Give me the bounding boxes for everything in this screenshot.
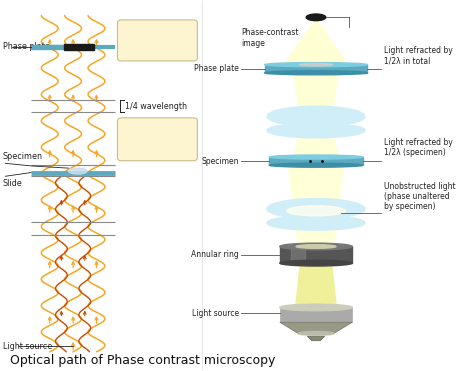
- Text: Slide: Slide: [2, 179, 22, 188]
- Text: Specimen: Specimen: [2, 152, 43, 161]
- Text: Light refracted by
1/2λ in total: Light refracted by 1/2λ in total: [384, 46, 453, 65]
- Ellipse shape: [264, 63, 367, 67]
- Text: Annular ring: Annular ring: [191, 250, 239, 259]
- Bar: [280, 246, 352, 263]
- Ellipse shape: [267, 123, 365, 138]
- Text: Light source: Light source: [192, 309, 239, 318]
- Text: Unobstructed light
(phase unaltered
by specimen): Unobstructed light (phase unaltered by s…: [384, 181, 456, 211]
- Ellipse shape: [287, 206, 346, 216]
- Polygon shape: [292, 224, 339, 246]
- Ellipse shape: [280, 243, 352, 250]
- Ellipse shape: [300, 63, 332, 66]
- Polygon shape: [280, 322, 352, 334]
- Ellipse shape: [280, 260, 352, 266]
- Ellipse shape: [68, 168, 87, 174]
- Polygon shape: [283, 19, 349, 65]
- Ellipse shape: [267, 106, 365, 127]
- Ellipse shape: [298, 332, 334, 335]
- Text: Phase plate: Phase plate: [194, 64, 239, 73]
- Text: 1/4 wavelength: 1/4 wavelength: [126, 102, 187, 111]
- Text: Light source: Light source: [2, 342, 52, 351]
- Ellipse shape: [296, 244, 336, 248]
- Text: Phase plate: Phase plate: [2, 42, 49, 52]
- Text: Approximate
effect of
specimen.: Approximate effect of specimen.: [130, 124, 185, 155]
- Ellipse shape: [267, 198, 365, 219]
- Ellipse shape: [267, 216, 365, 230]
- Polygon shape: [295, 263, 337, 308]
- Bar: [264, 65, 367, 73]
- FancyBboxPatch shape: [118, 20, 197, 61]
- Bar: [280, 308, 352, 322]
- Bar: [31, 45, 64, 49]
- Polygon shape: [292, 73, 339, 116]
- Ellipse shape: [280, 304, 352, 311]
- Ellipse shape: [264, 71, 367, 75]
- Text: Specimen now
appears dark.: Specimen now appears dark.: [126, 30, 189, 50]
- Polygon shape: [288, 165, 344, 207]
- Text: Light refracted by
1/2λ (specimen): Light refracted by 1/2λ (specimen): [384, 138, 453, 157]
- Ellipse shape: [269, 163, 363, 167]
- Text: Optical path of Phase contrast microscopy: Optical path of Phase contrast microscop…: [10, 354, 275, 367]
- Bar: [269, 157, 363, 165]
- Ellipse shape: [269, 155, 363, 159]
- Ellipse shape: [306, 14, 326, 21]
- Text: Phase-contrast
image: Phase-contrast image: [241, 29, 299, 48]
- FancyBboxPatch shape: [118, 118, 197, 161]
- Bar: [291, 248, 305, 262]
- Polygon shape: [307, 336, 325, 341]
- Polygon shape: [292, 131, 339, 157]
- Text: Specimen: Specimen: [201, 157, 239, 165]
- Bar: [64, 44, 94, 50]
